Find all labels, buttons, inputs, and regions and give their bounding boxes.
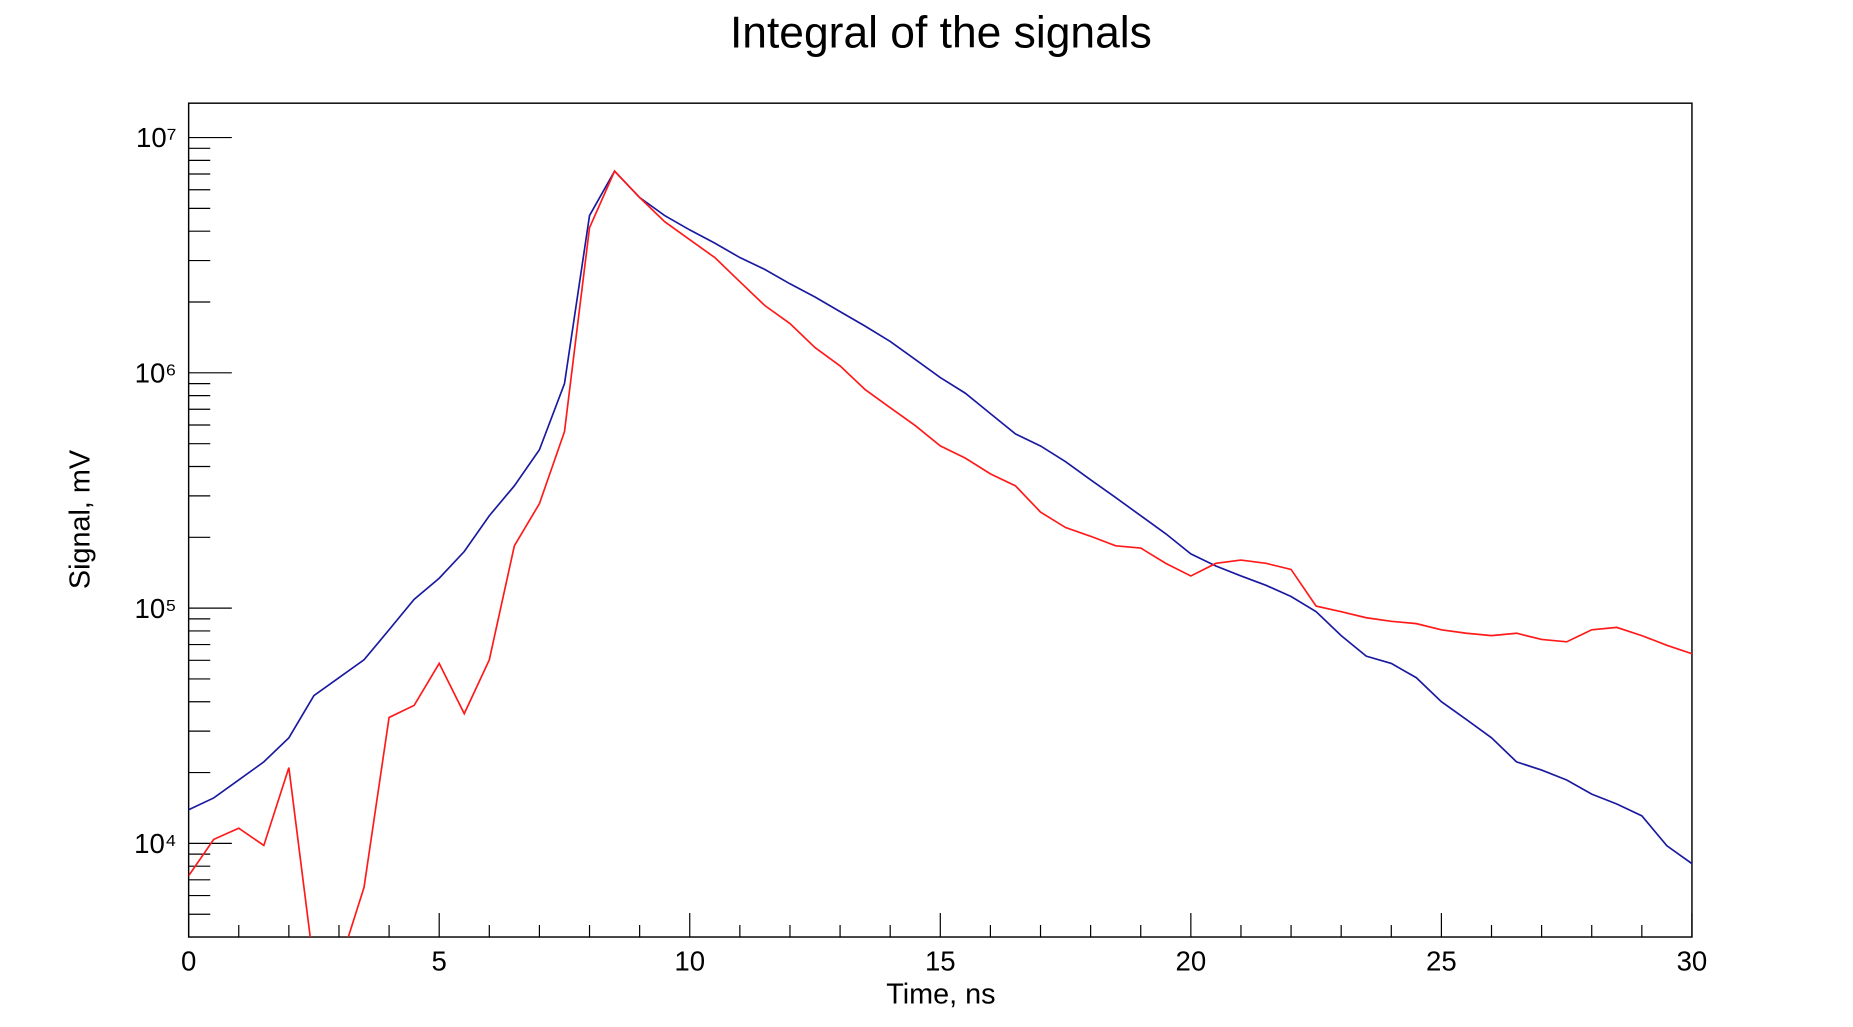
x-axis-label: Time, ns bbox=[886, 978, 995, 1010]
x-tick-label: 20 bbox=[1176, 946, 1207, 977]
y-tick-label: 10⁶ bbox=[135, 358, 177, 389]
y-axis-label: Signal, mV bbox=[64, 449, 96, 589]
y-tick-label: 10⁷ bbox=[136, 122, 177, 153]
x-tick-label: 10 bbox=[674, 946, 705, 977]
x-tick-label: 5 bbox=[432, 946, 447, 977]
y-tick-label: 10⁴ bbox=[134, 828, 177, 859]
plot-area bbox=[188, 169, 1692, 938]
x-tick-label: 0 bbox=[181, 946, 196, 977]
plot-frame bbox=[187, 102, 1693, 938]
y-tick-label: 10⁵ bbox=[135, 593, 177, 624]
series-line bbox=[188, 169, 1692, 938]
series-line bbox=[188, 169, 1692, 865]
chart-title: Integral of the signals bbox=[730, 9, 1152, 58]
x-tick-label: 25 bbox=[1426, 946, 1457, 977]
x-tick-label: 15 bbox=[925, 946, 956, 977]
x-tick-label: 30 bbox=[1677, 946, 1708, 977]
